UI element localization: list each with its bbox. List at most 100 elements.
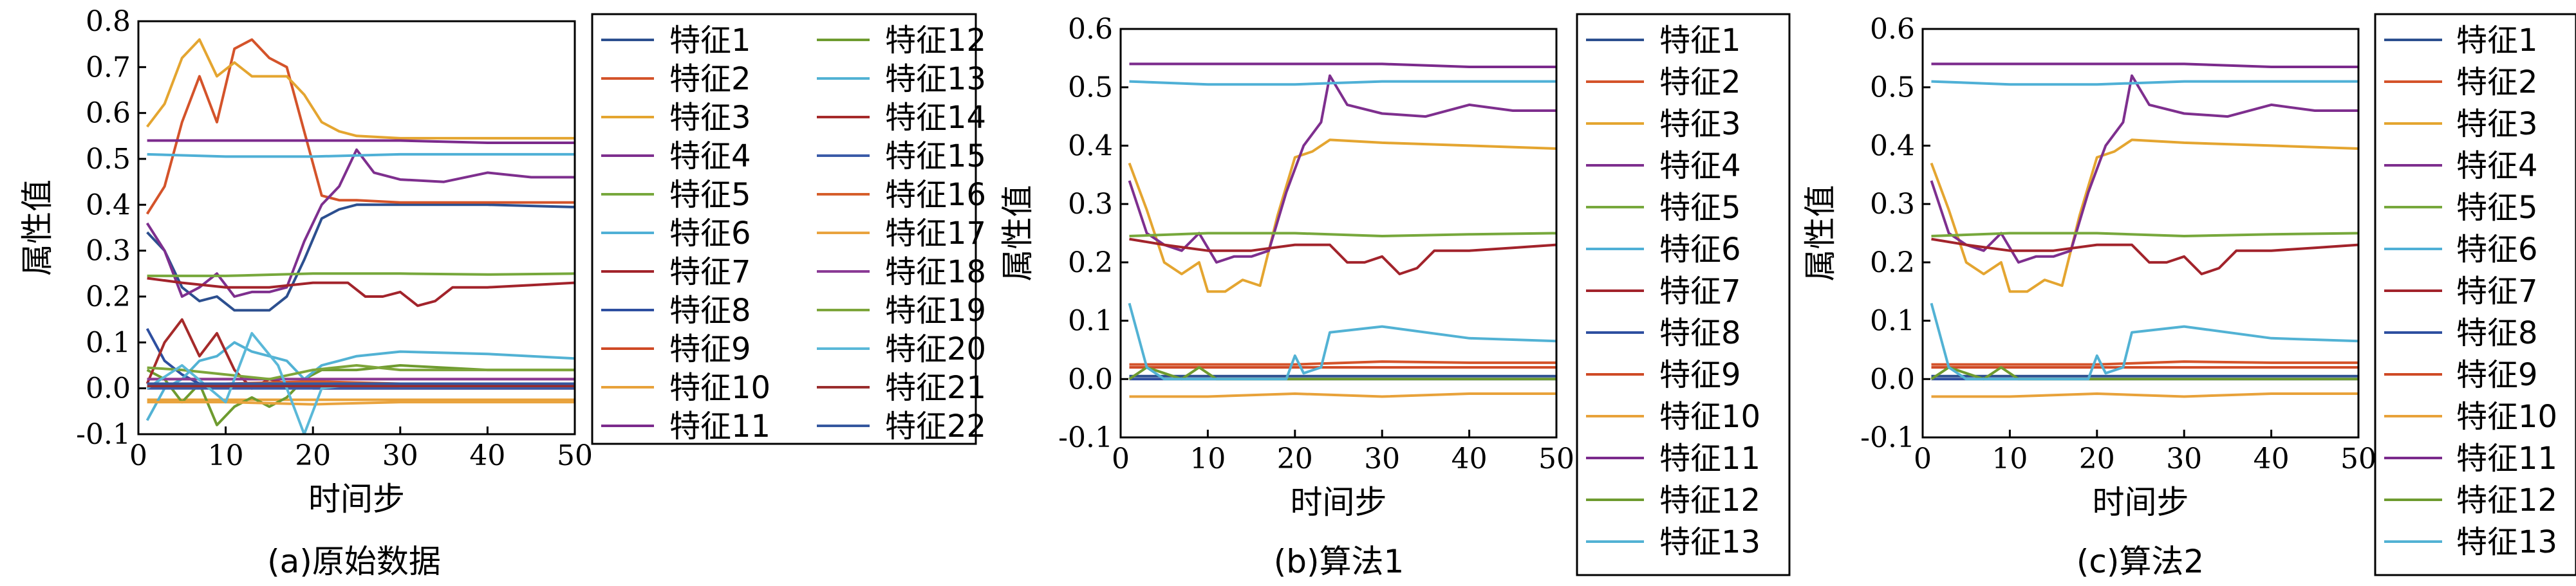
legend-label: 特征6 bbox=[2456, 232, 2538, 268]
legend-label: 特征8 bbox=[2456, 315, 2538, 351]
legend-label: 特征3 bbox=[669, 100, 751, 136]
x-tick-label: 0 bbox=[129, 439, 147, 472]
series-line-19 bbox=[147, 364, 575, 381]
legend-label: 特征7 bbox=[669, 254, 751, 290]
legend-label: 特征11 bbox=[2456, 441, 2557, 477]
y-tick-label: 0.5 bbox=[86, 143, 131, 176]
x-tick-label: 0 bbox=[1112, 443, 1130, 475]
series-line-6 bbox=[147, 152, 575, 158]
legend-box bbox=[2374, 13, 2576, 576]
chart-panel-3: 0 10 20 30 40 50 -0.1 0.0 0.1 0.2 0.3 0.4 0.5 0.6 时间步 属… bbox=[1802, 13, 2576, 580]
series-line-7 bbox=[147, 277, 575, 307]
x-tick-label: 30 bbox=[2166, 443, 2202, 475]
y-axis-label: 属性值 bbox=[19, 179, 56, 276]
series-line-11 bbox=[1931, 62, 2358, 68]
x-tick-label: 40 bbox=[2254, 443, 2290, 475]
series-line-3 bbox=[146, 38, 575, 140]
legend: 特征1特征2特征3特征4特征5特征6特征7特征8特征9特征10特征11特征12特… bbox=[591, 13, 986, 445]
plot-frame bbox=[1119, 28, 1558, 439]
legend-label: 特征2 bbox=[669, 61, 751, 97]
x-tick-label: 50 bbox=[2340, 443, 2376, 475]
series-line-17 bbox=[147, 401, 575, 406]
legend-label: 特征8 bbox=[669, 293, 751, 329]
y-tick-label: -0.1 bbox=[76, 418, 131, 451]
y-tick-label: 0.0 bbox=[86, 372, 131, 405]
series-line-10 bbox=[1129, 392, 1556, 398]
chart-panel-2: 0 10 20 30 40 50 -0.1 0.0 0.1 0.2 0.3 0.4 0.5 0.6 时间步 属… bbox=[999, 13, 1791, 580]
legend-label: 特征10 bbox=[2456, 399, 2557, 435]
legend-label: 特征9 bbox=[1659, 357, 1741, 393]
y-tick-label: 0.0 bbox=[1068, 363, 1113, 396]
series-line-3 bbox=[1128, 138, 1556, 293]
legend-label: 特征10 bbox=[1659, 399, 1760, 435]
series-line-2 bbox=[1931, 360, 2358, 366]
legend-label: 特征1 bbox=[669, 23, 751, 59]
legend-label: 特征10 bbox=[669, 370, 770, 406]
legend-box bbox=[591, 13, 977, 445]
x-axis-label: 时间步 bbox=[308, 481, 405, 518]
x-tick-label: 20 bbox=[1277, 443, 1313, 475]
legend-label: 特征3 bbox=[2456, 106, 2538, 142]
x-tick-label: 20 bbox=[295, 439, 331, 472]
series-line-7 bbox=[1931, 237, 2358, 275]
legend-label: 特征13 bbox=[1659, 524, 1760, 560]
x-tick-label: 50 bbox=[557, 439, 593, 472]
series-line-4 bbox=[1930, 74, 2358, 264]
legend-label: 特征22 bbox=[885, 408, 986, 444]
series-line-5 bbox=[147, 272, 575, 277]
series-line-11 bbox=[1129, 62, 1556, 68]
legend-label: 特征18 bbox=[885, 254, 986, 290]
chart-panel-1: 0 10 20 30 40 50 -0.1 0.0 0.1 0.2 0.3 0.4 0.5 0.6 0.7 0… bbox=[19, 5, 986, 580]
legend-label: 特征16 bbox=[885, 177, 986, 213]
panel-caption: (b)算法1 bbox=[1274, 543, 1405, 580]
y-tick-label: 0.1 bbox=[86, 326, 131, 359]
panel-caption: (a)原始数据 bbox=[267, 543, 441, 580]
x-tick-label: 30 bbox=[1364, 443, 1400, 475]
legend-label: 特征20 bbox=[885, 331, 986, 367]
x-tick-label: 10 bbox=[208, 439, 244, 472]
legend-label: 特征15 bbox=[885, 138, 986, 174]
y-tick-label: 0.8 bbox=[86, 5, 131, 38]
y-tick-label: 0.3 bbox=[86, 235, 131, 268]
y-tick-label: 0.2 bbox=[86, 280, 131, 313]
y-tick-label: 0.7 bbox=[86, 51, 131, 84]
y-tick-label: 0.6 bbox=[1870, 13, 1915, 46]
y-tick-label: 0.3 bbox=[1870, 188, 1915, 221]
y-tick-label: 0.6 bbox=[1068, 13, 1113, 46]
y-tick-label: 0.3 bbox=[1068, 188, 1113, 221]
legend-label: 特征11 bbox=[669, 408, 770, 444]
y-axis-label: 属性值 bbox=[999, 185, 1036, 282]
y-tick-label: 0.0 bbox=[1870, 363, 1915, 396]
series-line-6 bbox=[1129, 80, 1556, 86]
series-line-1 bbox=[146, 203, 575, 312]
plot-frame bbox=[137, 20, 576, 435]
legend-label: 特征13 bbox=[2456, 524, 2557, 560]
series-line-12 bbox=[146, 364, 575, 426]
x-tick-label: 10 bbox=[1992, 443, 2028, 475]
y-tick-label: 0.1 bbox=[1068, 305, 1113, 338]
y-tick-label: 0.6 bbox=[86, 97, 131, 130]
legend-label: 特征6 bbox=[669, 215, 751, 252]
legend-label: 特征13 bbox=[885, 61, 986, 97]
legend-label: 特征3 bbox=[1659, 106, 1741, 142]
legend-label: 特征7 bbox=[2456, 273, 2538, 309]
legend-label: 特征11 bbox=[1659, 441, 1760, 477]
series-line-7 bbox=[1129, 237, 1556, 275]
legend-label: 特征5 bbox=[2456, 190, 2538, 226]
y-tick-label: 0.4 bbox=[1068, 129, 1113, 162]
series-line-4 bbox=[145, 148, 575, 298]
plot-frame bbox=[1921, 28, 2360, 439]
y-tick-label: 0.5 bbox=[1068, 71, 1113, 104]
legend-label: 特征12 bbox=[885, 23, 986, 59]
legend-label: 特征19 bbox=[885, 293, 986, 329]
legend-label: 特征12 bbox=[2456, 482, 2557, 518]
x-axis-label: 时间步 bbox=[1291, 484, 1387, 521]
y-tick-label: 0.2 bbox=[1870, 246, 1915, 279]
x-tick-label: 40 bbox=[469, 439, 505, 472]
series-group bbox=[145, 38, 575, 434]
series-line-10 bbox=[1931, 392, 2358, 398]
x-tick-label: 10 bbox=[1190, 443, 1226, 475]
legend-label: 特征7 bbox=[1659, 273, 1741, 309]
legend-label: 特征17 bbox=[885, 215, 986, 252]
